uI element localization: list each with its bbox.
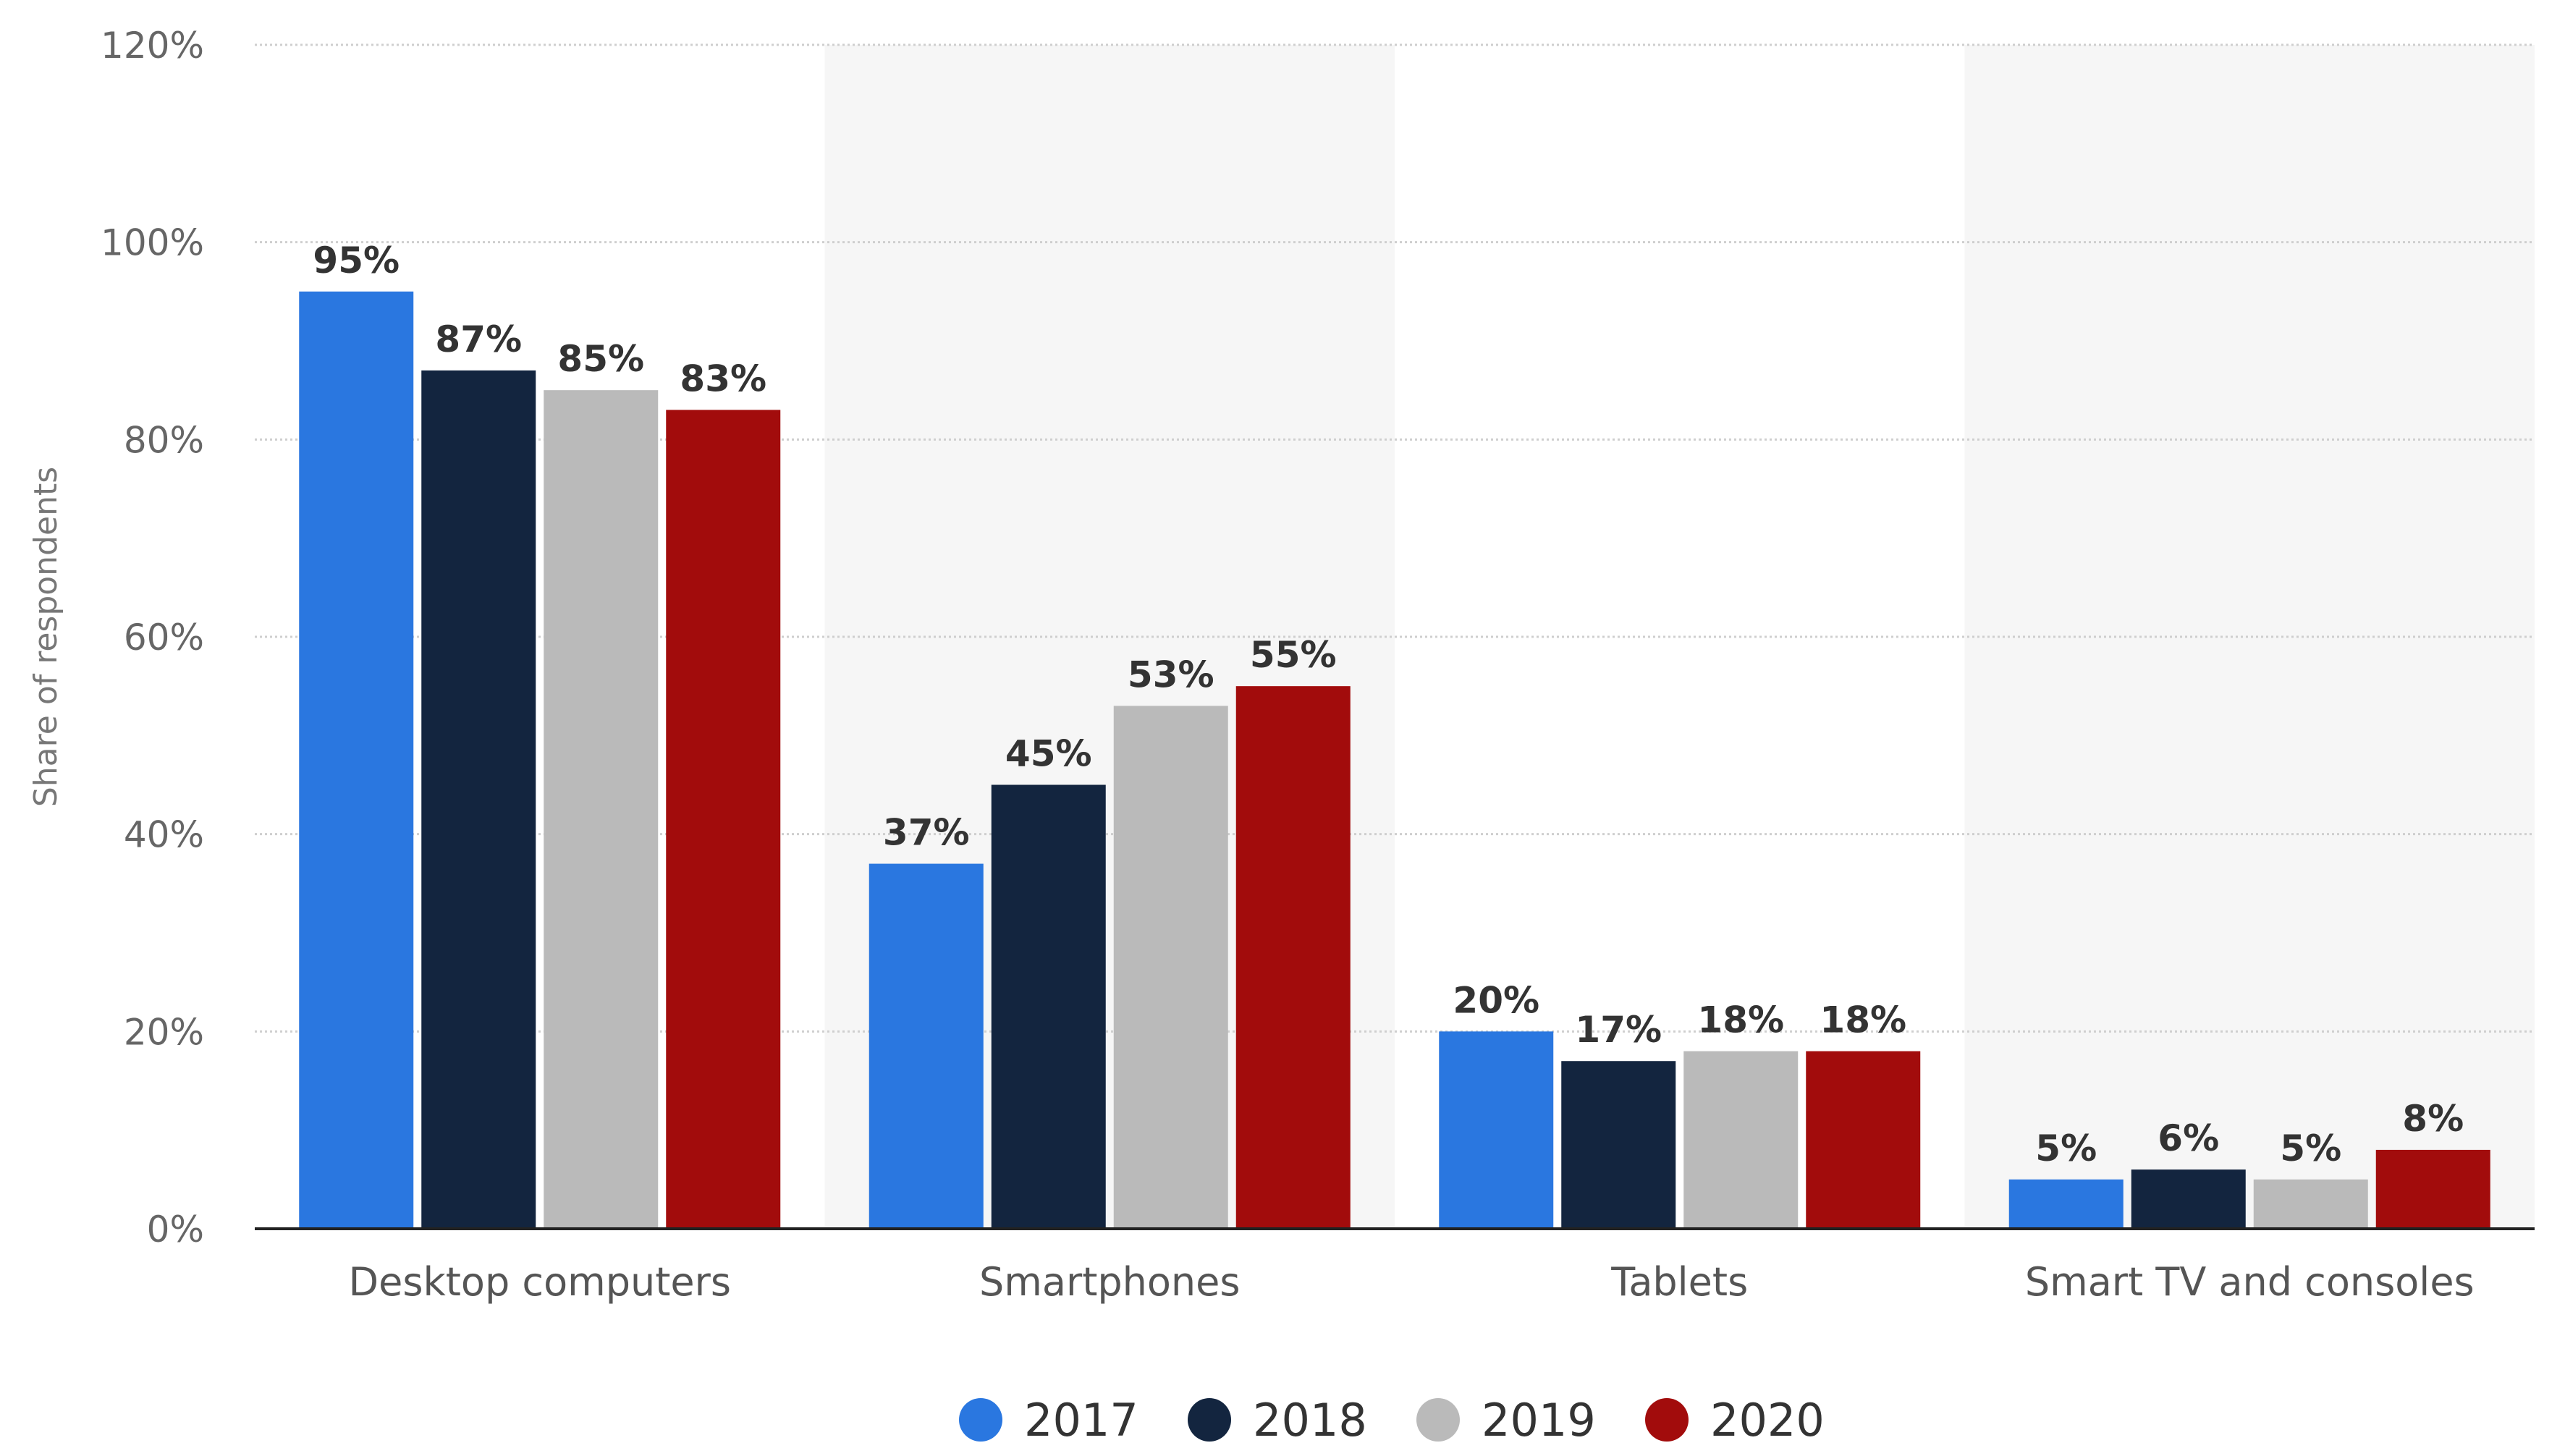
bar-2017-smart-tv-and-consoles[interactable] bbox=[2008, 1179, 2124, 1229]
data-labels: 95% 87% 85% 83% 37% 45% 53% 55% 20% 17% 18% 18% 5% 6%… bbox=[313, 240, 2464, 1169]
x-category-label: Desktop computers bbox=[349, 1259, 731, 1305]
bar-2020-tablets[interactable] bbox=[1806, 1051, 1921, 1229]
y-tick-label: 100% bbox=[101, 222, 204, 264]
bar-2019-desktop-computers[interactable] bbox=[544, 390, 659, 1229]
axes: 0% 20% 40% 60% 80% 100% 120% Share of responden… bbox=[28, 25, 2535, 1305]
bar-2020-smartphones[interactable] bbox=[1235, 686, 1351, 1229]
legend-label: 2019 bbox=[1482, 1394, 1596, 1447]
legend-marker bbox=[1188, 1398, 1231, 1442]
bar-2017-smartphones[interactable] bbox=[869, 863, 984, 1229]
legend: 2017 2018 2019 2020 bbox=[959, 1394, 1825, 1447]
bars bbox=[299, 291, 2490, 1229]
x-category-label: Tablets bbox=[1610, 1259, 1748, 1305]
y-axis-title: Share of respondents bbox=[28, 467, 64, 807]
legend-label: 2017 bbox=[1024, 1394, 1138, 1447]
data-label: 5% bbox=[2035, 1127, 2097, 1169]
data-label: 5% bbox=[2280, 1127, 2341, 1169]
data-label: 37% bbox=[883, 812, 970, 854]
bar-2017-tablets[interactable] bbox=[1439, 1031, 1554, 1229]
data-label: 18% bbox=[1820, 999, 1906, 1041]
legend-item-2020[interactable]: 2020 bbox=[1645, 1394, 1825, 1447]
data-label: 20% bbox=[1453, 979, 1539, 1021]
legend-item-2017[interactable]: 2017 bbox=[959, 1394, 1138, 1447]
legend-marker bbox=[1645, 1398, 1689, 1442]
legend-item-2019[interactable]: 2019 bbox=[1416, 1394, 1596, 1447]
data-label: 8% bbox=[2402, 1098, 2464, 1140]
bar-2018-smart-tv-and-consoles[interactable] bbox=[2131, 1169, 2246, 1229]
bar-2019-smartphones[interactable] bbox=[1113, 706, 1228, 1229]
bar-2018-desktop-computers[interactable] bbox=[421, 370, 536, 1229]
bar-2019-smart-tv-and-consoles[interactable] bbox=[2253, 1179, 2368, 1229]
data-label: 87% bbox=[435, 318, 522, 360]
data-label: 55% bbox=[1250, 634, 1337, 676]
data-label: 83% bbox=[680, 357, 766, 399]
legend-marker bbox=[959, 1398, 1002, 1442]
data-label: 85% bbox=[557, 338, 644, 380]
data-label: 95% bbox=[313, 240, 400, 282]
legend-label: 2018 bbox=[1253, 1394, 1367, 1447]
y-tick-label: 80% bbox=[124, 419, 204, 461]
y-tick-label: 0% bbox=[147, 1209, 204, 1250]
bar-2020-desktop-computers[interactable] bbox=[666, 410, 781, 1229]
x-category-label: Smart TV and consoles bbox=[2025, 1259, 2475, 1305]
y-tick-label: 60% bbox=[124, 617, 204, 659]
bar-2018-tablets[interactable] bbox=[1561, 1061, 1676, 1229]
data-label: 18% bbox=[1697, 999, 1784, 1041]
data-label: 53% bbox=[1128, 653, 1214, 695]
y-tick-label: 20% bbox=[124, 1011, 204, 1053]
y-tick-label: 120% bbox=[101, 25, 204, 67]
legend-marker bbox=[1416, 1398, 1460, 1442]
bar-2020-smart-tv-and-consoles[interactable] bbox=[2375, 1149, 2490, 1229]
x-category-label: Smartphones bbox=[979, 1259, 1240, 1305]
bar-2018-smartphones[interactable] bbox=[991, 784, 1106, 1229]
legend-label: 2020 bbox=[1710, 1394, 1825, 1447]
bar-2019-tablets[interactable] bbox=[1683, 1051, 1799, 1229]
data-label: 45% bbox=[1005, 733, 1092, 775]
y-tick-label: 40% bbox=[124, 814, 204, 856]
legend-item-2018[interactable]: 2018 bbox=[1188, 1394, 1367, 1447]
data-label: 6% bbox=[2158, 1117, 2219, 1159]
bar-2017-desktop-computers[interactable] bbox=[299, 291, 414, 1229]
data-label: 17% bbox=[1575, 1009, 1662, 1051]
